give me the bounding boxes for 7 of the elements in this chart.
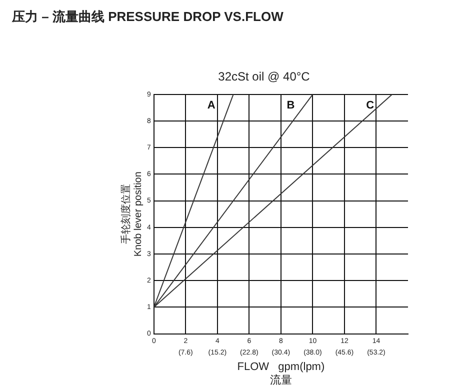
y-axis-title: 手轮刻度位置 Knob lever position xyxy=(120,172,144,257)
chart-subtitle: 32cSt oil @ 40°C xyxy=(218,70,310,84)
chart-title: 压力 – 流量曲线 PRESSURE DROP VS.FLOW xyxy=(12,8,284,26)
series-label: B xyxy=(286,99,295,112)
series-label: A xyxy=(207,99,216,112)
x-axis-title: FLOW gpm(lpm) 流量 xyxy=(237,361,325,386)
series-label: C xyxy=(366,99,374,112)
